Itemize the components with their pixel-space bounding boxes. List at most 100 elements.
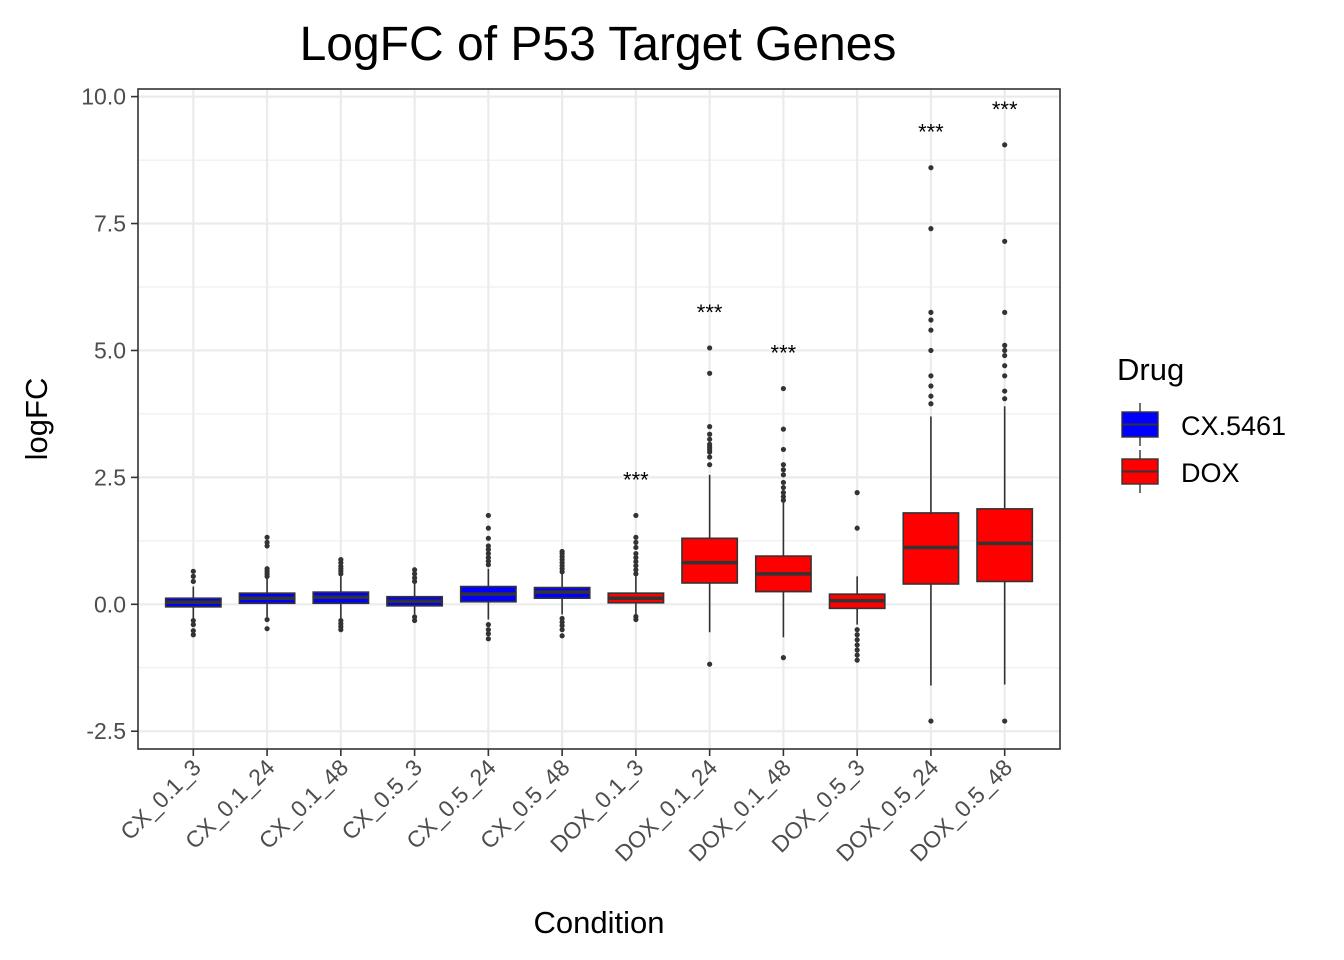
outlier-point (485, 543, 491, 549)
outlier-point (854, 647, 860, 653)
outlier-point (780, 446, 787, 453)
outlier-point (412, 575, 418, 581)
outlier-point (190, 568, 196, 574)
box-iqr (681, 537, 739, 584)
outlier-point (485, 622, 491, 628)
outlier-point (707, 436, 713, 442)
box-CX_0.5_48 (533, 548, 591, 639)
legend-label: CX.5461 (1181, 411, 1286, 441)
outlier-point (928, 226, 934, 232)
outlier-point (559, 548, 565, 555)
outlier-point (928, 317, 934, 323)
x-axis-title: Condition (534, 905, 665, 940)
outlier-point (854, 632, 860, 638)
significance-label: *** (623, 467, 649, 492)
outlier-point (1002, 352, 1008, 359)
outlier-point (707, 424, 713, 430)
outlier-point (633, 534, 639, 540)
outlier-point (854, 490, 860, 496)
outlier-point (633, 567, 639, 573)
outlier-point (264, 616, 270, 623)
outlier-point (1002, 347, 1008, 354)
y-tick-label: 2.5 (94, 464, 126, 490)
outlier-point (190, 632, 196, 638)
outlier-point (633, 539, 639, 545)
outlier-point (1002, 388, 1008, 394)
legend-item: CX.5461 (1121, 403, 1286, 446)
outlier-point (485, 636, 491, 642)
legend-item: DOX (1121, 450, 1240, 493)
significance-label: *** (697, 300, 723, 325)
outlier-point (928, 401, 934, 407)
outlier-point (559, 623, 565, 629)
outlier-point (633, 550, 639, 557)
outlier-point (780, 490, 787, 496)
outlier-point (707, 370, 713, 376)
box-CX_0.5_24 (459, 512, 517, 642)
outlier-point (707, 431, 713, 437)
box-CX_0.1_3 (164, 568, 222, 638)
outlier-point (633, 544, 639, 551)
outlier-point (1002, 373, 1008, 379)
box-DOX_0.1_48: *** (754, 341, 812, 661)
outlier-point (190, 622, 196, 628)
outlier-point (485, 562, 491, 568)
outlier-point (338, 627, 344, 633)
plot-panel (138, 89, 1060, 749)
outlier-point (485, 550, 491, 557)
outlier-point (559, 619, 565, 625)
outlier-point (1002, 396, 1008, 402)
outlier-point (485, 546, 491, 553)
y-tick-label: 5.0 (94, 337, 126, 363)
y-axis-title: logFC (19, 378, 54, 461)
plot-panel-border (137, 88, 1061, 750)
outlier-point (559, 627, 565, 633)
outlier-point (854, 657, 860, 663)
outlier-point (485, 525, 491, 531)
outlier-point (707, 462, 713, 468)
outlier-point (190, 573, 196, 579)
legend-label: DOX (1181, 458, 1240, 488)
outlier-point (1002, 238, 1008, 244)
outlier-point (190, 628, 196, 634)
outlier-point (190, 617, 196, 624)
box-DOX_0.5_48: *** (976, 97, 1034, 724)
y-tick-label: -2.5 (86, 718, 126, 744)
box-group: *** *** *** *** *** (164, 97, 1034, 724)
outlier-point (928, 373, 934, 379)
legend-title: Drug (1117, 352, 1184, 387)
outlier-point (1002, 718, 1008, 724)
outlier-point (780, 462, 787, 468)
outlier-point (928, 393, 934, 399)
outlier-point (633, 571, 639, 577)
outlier-point (485, 512, 491, 519)
outlier-point (780, 655, 787, 661)
outlier-point (1002, 309, 1008, 315)
outlier-point (780, 467, 787, 473)
outlier-point (854, 627, 860, 633)
significance-label: *** (918, 120, 944, 145)
box-iqr (976, 508, 1034, 583)
significance-label: *** (771, 341, 797, 366)
outlier-point (485, 627, 491, 633)
outlier-point (928, 309, 934, 315)
outlier-point (559, 633, 565, 639)
outlier-point (780, 484, 787, 491)
outlier-point (707, 345, 713, 351)
box-CX_0.5_3 (386, 567, 444, 624)
outlier-point (780, 494, 787, 500)
outlier-point (633, 512, 639, 519)
chart-title: LogFC of P53 Target Genes (300, 18, 897, 71)
outlier-point (928, 165, 934, 171)
outlier-point (338, 557, 344, 563)
outlier-point (338, 563, 344, 569)
outlier-point (854, 525, 860, 531)
outlier-point (780, 497, 787, 503)
outlier-point (1002, 363, 1008, 369)
outlier-point (780, 426, 787, 432)
outlier-point (928, 718, 934, 724)
box-CX_0.1_24 (238, 534, 296, 632)
outlier-point (559, 615, 565, 622)
outlier-point (264, 626, 270, 632)
